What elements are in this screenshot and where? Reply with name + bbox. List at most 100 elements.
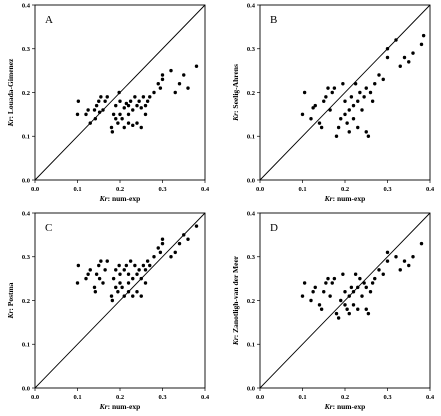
data-point <box>366 134 371 138</box>
data-point <box>109 125 114 130</box>
data-point <box>93 117 98 121</box>
y-tick-label: 0.4 <box>22 210 31 217</box>
data-point <box>347 311 351 316</box>
x-tick-label: 0.1 <box>298 186 306 193</box>
data-point <box>339 298 343 303</box>
y-tick-label: 0.4 <box>247 210 256 217</box>
data-point <box>326 276 330 281</box>
data-point <box>345 121 349 125</box>
reference-line <box>259 4 431 181</box>
data-point <box>97 276 102 281</box>
data-point <box>75 281 80 285</box>
data-point <box>117 263 121 268</box>
y-tick-label: 0.3 <box>247 46 256 53</box>
data-point <box>152 90 156 95</box>
x-tick-label: 0.0 <box>31 186 39 193</box>
data-point <box>366 311 371 316</box>
y-tick-label: 0.1 <box>247 342 255 349</box>
panel-a: 0.0 0.1 0.2 0.3 0.4 0.0 0.1 0.2 0.3 0.4 Kr: num-ex… <box>6 2 210 203</box>
data-point <box>332 276 337 281</box>
reference-line <box>259 212 431 389</box>
y-tick-label: 0.2 <box>247 90 255 97</box>
data-point <box>343 99 347 103</box>
x-tick-label: 0.4 <box>426 186 435 193</box>
data-point <box>131 276 135 281</box>
data-point <box>122 268 126 272</box>
data-point <box>173 250 177 255</box>
x-tick-label: 0.3 <box>158 394 167 401</box>
data-point <box>114 268 118 272</box>
data-point <box>356 99 360 103</box>
data-point <box>302 281 307 285</box>
data-point <box>364 307 368 311</box>
data-point <box>122 294 126 298</box>
data-point <box>93 290 98 294</box>
data-point <box>120 117 124 121</box>
data-point <box>141 263 146 268</box>
data-point <box>377 73 381 77</box>
data-point <box>334 134 339 138</box>
data-point <box>343 303 347 307</box>
data-point <box>135 272 139 276</box>
x-tick-label: 0.0 <box>31 394 39 401</box>
data-point <box>370 281 375 285</box>
data-point <box>351 290 356 294</box>
data-point <box>411 51 415 55</box>
data-point <box>364 86 368 90</box>
data-point <box>109 294 114 298</box>
data-point <box>385 259 390 263</box>
data-point <box>322 99 326 103</box>
data-point <box>358 276 362 281</box>
data-point <box>133 263 137 268</box>
data-point <box>139 125 143 130</box>
x-tick-label: 0.2 <box>341 394 349 401</box>
y-tick-label: 0.0 <box>247 177 255 184</box>
x-tick-label: 0.1 <box>73 186 81 193</box>
data-point <box>330 90 334 95</box>
data-point <box>114 285 118 290</box>
data-point <box>135 290 139 294</box>
data-point <box>336 125 341 130</box>
data-point <box>347 294 351 298</box>
data-point <box>364 130 368 134</box>
x-tick-label: 0.2 <box>341 186 349 193</box>
data-point <box>103 268 107 272</box>
x-axis-title: Kr: num-exp <box>324 194 366 203</box>
data-point <box>148 95 152 99</box>
x-axis-title: Kr: num-exp <box>99 194 141 203</box>
data-point <box>328 108 332 112</box>
data-point <box>373 82 377 86</box>
data-point <box>358 90 362 95</box>
data-point <box>311 106 315 110</box>
y-tick-label: 0.0 <box>247 385 255 392</box>
data-point <box>194 224 199 228</box>
data-point <box>351 103 356 108</box>
data-point <box>126 281 131 285</box>
data-point <box>351 117 356 121</box>
data-point <box>118 272 122 276</box>
data-point <box>137 99 141 103</box>
data-point <box>126 290 131 294</box>
data-point <box>116 121 120 125</box>
data-point <box>311 290 315 294</box>
data-point <box>124 263 129 268</box>
data-point <box>158 86 163 90</box>
data-point <box>105 95 109 99</box>
data-point <box>116 290 120 294</box>
data-point <box>124 101 129 106</box>
data-point <box>145 99 150 103</box>
data-point <box>97 110 102 114</box>
data-point <box>75 112 80 117</box>
data-point <box>152 255 156 259</box>
data-point <box>122 106 126 110</box>
data-point <box>128 259 133 263</box>
data-point <box>86 108 90 112</box>
panel-label: B <box>270 14 277 26</box>
data-point <box>110 130 115 134</box>
data-point <box>182 73 186 77</box>
panel-b: 0.0 0.1 0.2 0.3 0.4 0.0 0.1 0.2 0.3 0.4 Kr: num-ex… <box>231 2 435 203</box>
y-tick-label: 0.4 <box>247 2 256 9</box>
data-point <box>300 294 305 298</box>
data-point <box>169 255 173 259</box>
